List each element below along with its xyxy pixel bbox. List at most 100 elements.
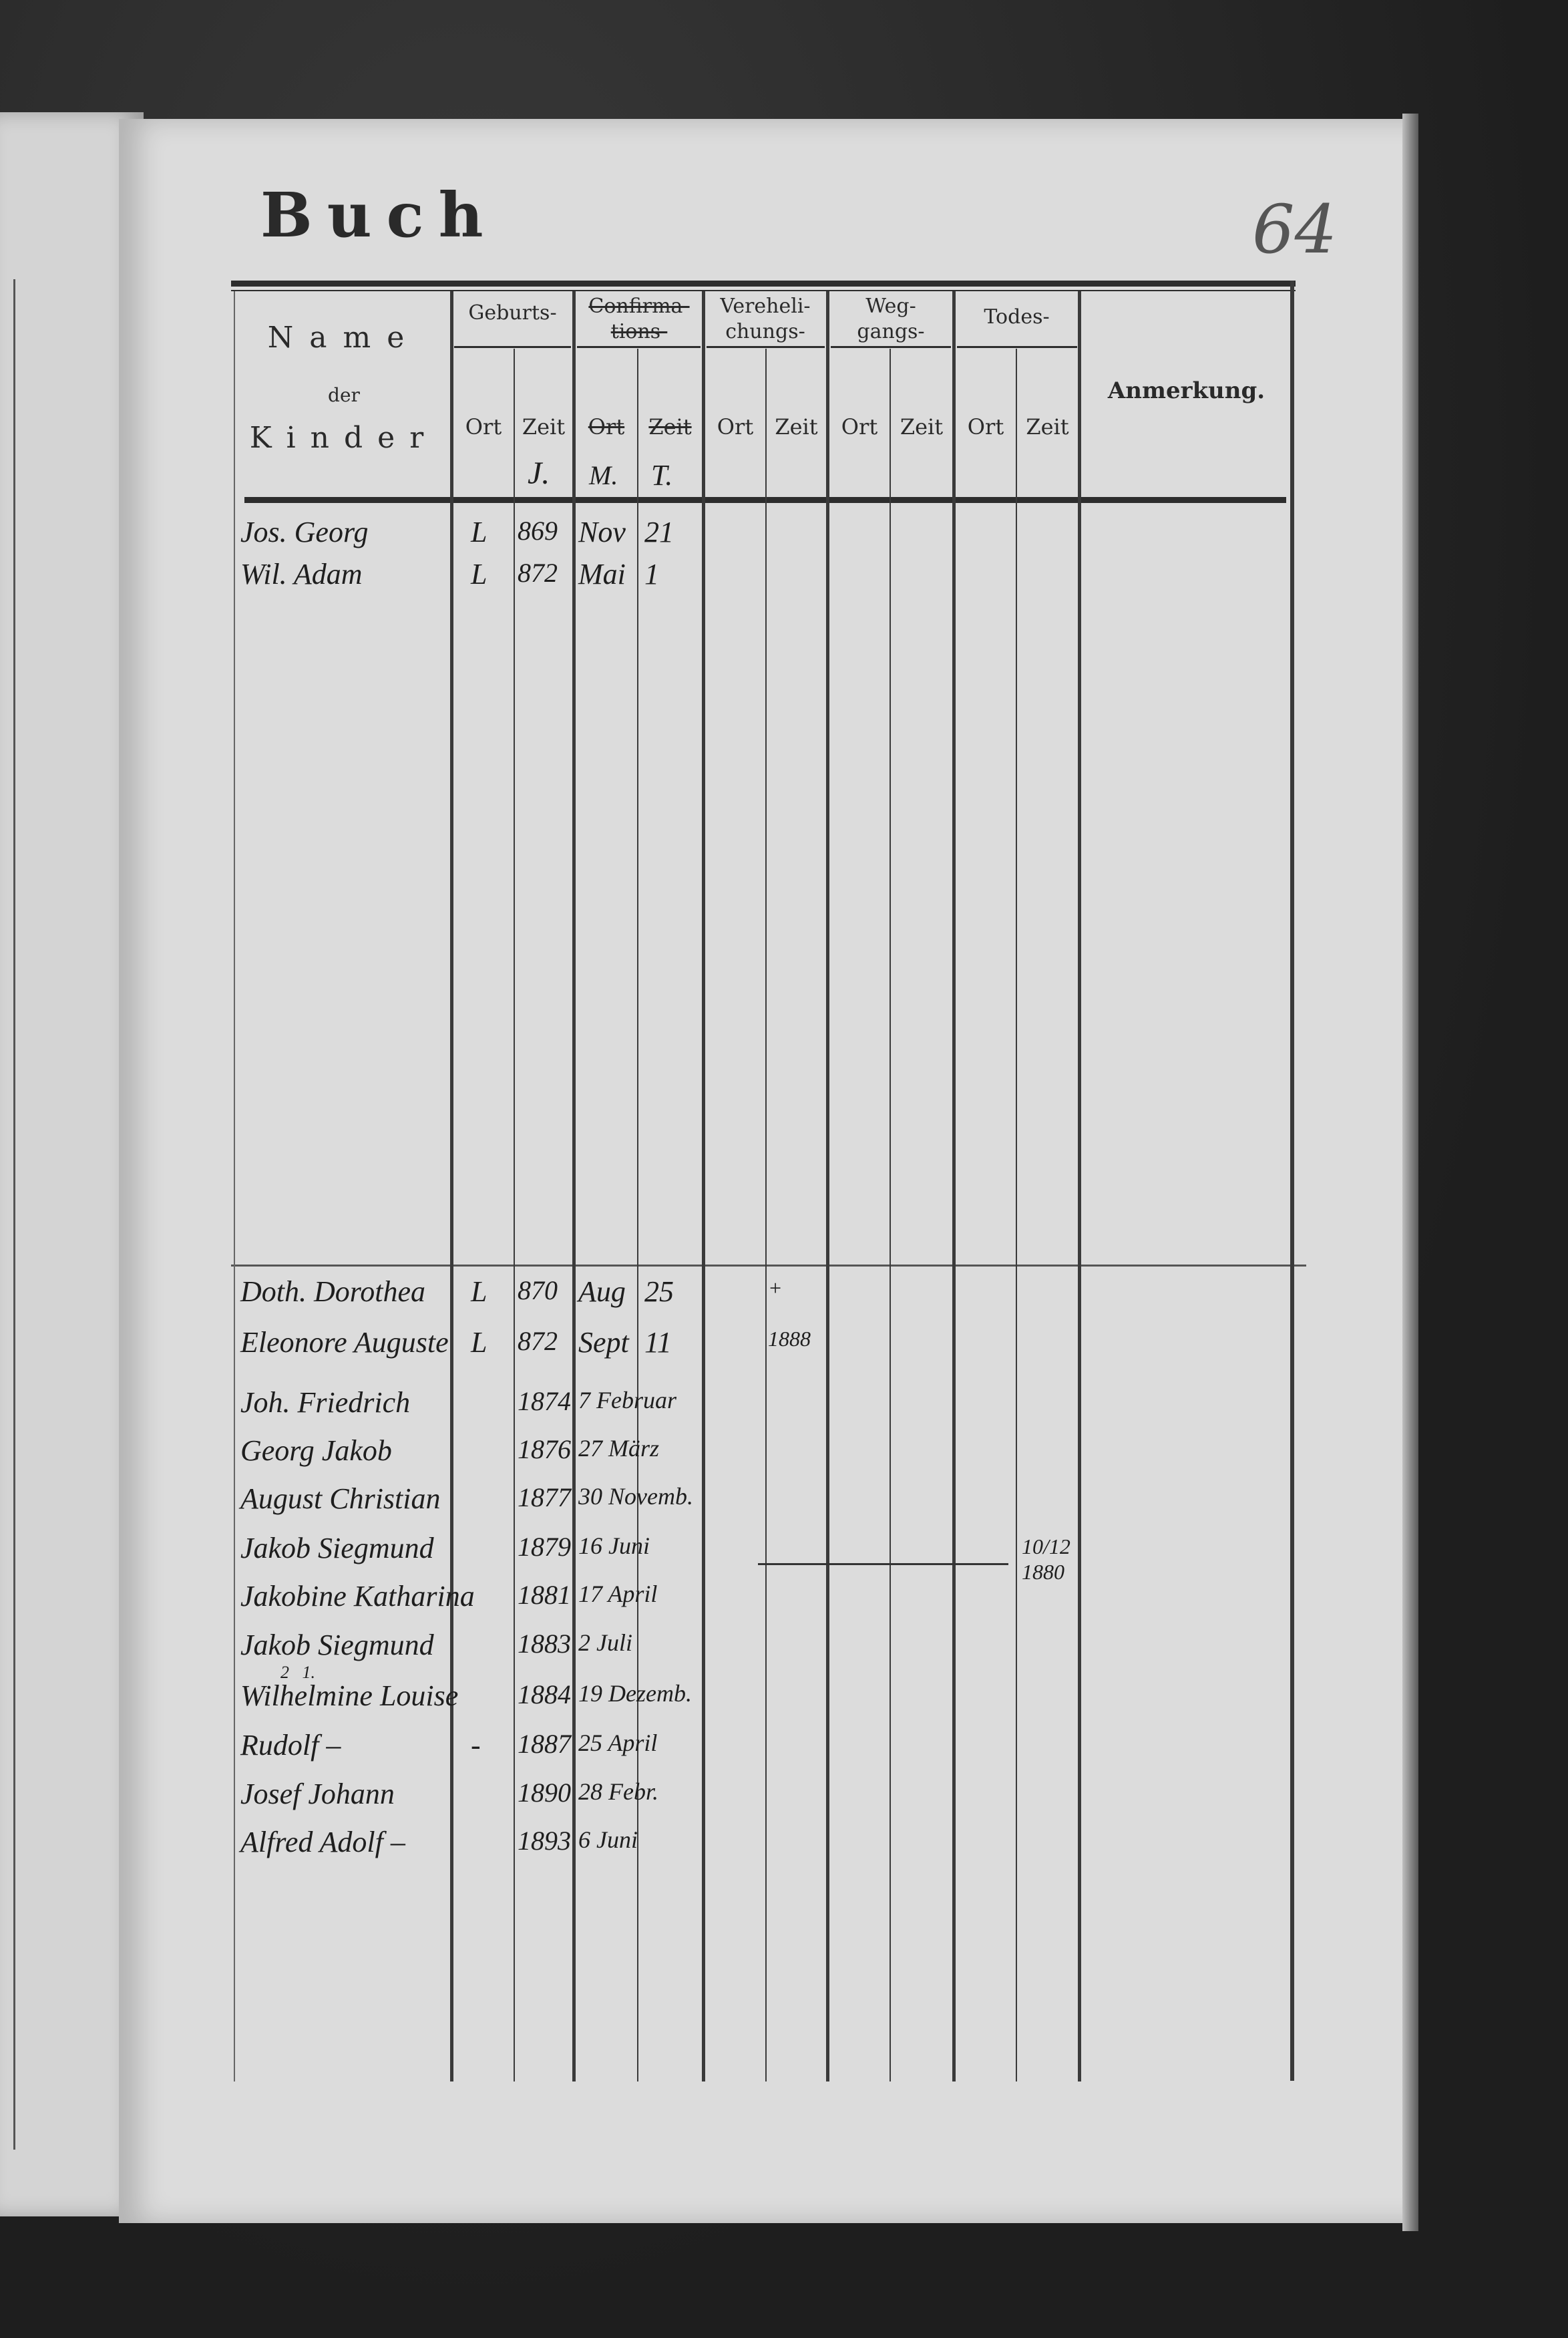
cell-name: Eleonore Auguste [240,1326,449,1359]
cell-birth-year: 1893 [518,1826,571,1856]
cell-conf-a: 6 Juni [578,1826,638,1853]
cell-name: Joh. Friedrich [240,1386,411,1419]
header-death: Todes- [984,305,1050,329]
cell-name: Alfred Adolf – [240,1826,405,1858]
marriage-sub-rule [707,346,825,348]
cell-birth-place: L [471,1275,487,1308]
cell-conf-a: Mai [578,558,626,591]
cell-conf-a: Aug [578,1275,626,1308]
cell-birth-place: L [471,1326,487,1359]
table-top-rule-thin [231,290,1296,291]
birth-time-note: J. [528,456,550,491]
group-divider-rule [231,1265,1306,1267]
folio-number: 64 [1252,190,1338,269]
header-marriage-time: Zeit [775,414,818,440]
cell-name: Jos. Georg [240,516,369,548]
cell-conf-a: 16 Juni [578,1532,650,1559]
right-page [119,119,1414,2223]
cell-birth-place: L [471,516,487,548]
birth-sub-rule [454,346,571,348]
cell-name: Jakob Siegmund [240,1629,434,1661]
column-rule [572,291,576,2081]
strike-line [758,1563,1008,1565]
cell-birth-place: - [471,1729,481,1762]
cell-birth-year: 1874 [518,1386,571,1416]
header-confirmation-time: Zeit [648,414,692,440]
cell-conf-b: 11 [644,1326,672,1359]
header-der: der [328,384,360,406]
cell-marriage-time: 1888 [768,1327,811,1351]
cell-name: Jakobine Katharina [240,1580,475,1613]
table-left-border [234,291,235,2081]
cell-conf-a: 2 Juli [578,1629,632,1656]
cell-conf-a: 28 Febr. [578,1778,658,1805]
header-birth: Geburts- [468,301,557,325]
cell-conf-b: 25 [644,1275,674,1308]
cell-conf-a: Sept [578,1326,629,1359]
cell-birth-year: 1890 [518,1778,571,1808]
page-title: Buch [260,179,498,251]
cell-conf-a: 27 März [578,1435,660,1462]
cell-conf-a: 19 Dezemb. [578,1680,692,1707]
header-marriage-place: Ort [717,414,754,440]
confirmation-day-note: T. [651,459,673,492]
cell-name: Josef Johann [240,1778,395,1810]
header-name: Name [267,321,421,355]
cell-name: Wil. Adam [240,558,363,591]
cell-name: Jakob Siegmund [240,1532,434,1564]
departure-sub-rule [831,346,951,348]
cell-birth-year: 1879 [518,1532,571,1562]
header-marriage-1: Vereheli- [720,295,811,318]
cell-name: Rudolf – [240,1729,341,1762]
header-death-place: Ort [967,414,1004,440]
page-edge [1402,114,1418,2231]
cell-birth-year: 869 [518,516,558,546]
table-top-rule [231,281,1296,287]
death-sub-rule [957,346,1077,348]
column-rule [702,291,705,2081]
cell-marriage-time: + [768,1276,783,1300]
header-departure-1: Weg- [865,295,916,318]
column-rule-thin [765,349,767,2081]
header-departure-2: gangs- [857,320,925,343]
column-rule [952,291,956,2081]
column-rule [826,291,829,2081]
cell-birth-year: 1877 [518,1482,571,1512]
cell-birth-year: 872 [518,1326,558,1356]
cell-conf-a: 17 April [578,1580,658,1607]
column-rule [1078,291,1081,2081]
cell-conf-b: 21 [644,516,674,548]
cell-conf-a: 25 April [578,1729,658,1756]
cell-birth-year: 1876 [518,1434,571,1464]
confirmation-month-note: M. [589,460,618,490]
table-right-border [1290,281,1294,2081]
header-birth-place: Ort [465,414,502,440]
header-remark: Anmerkung. [1107,377,1265,404]
header-departure-time: Zeit [900,414,944,440]
column-rule [450,291,453,2081]
cell-name: August Christian [240,1482,441,1515]
header-death-time: Zeit [1026,414,1069,440]
cell-birth-year: 1881 [518,1580,571,1610]
header-marriage-2: chungs- [725,320,805,343]
column-rule-thin [637,349,638,2081]
column-rule-thin [1016,349,1017,2081]
cell-conf-a: Nov [578,516,626,548]
header-kinder: Kinder [249,421,439,455]
cell-birth-year: 1883 [518,1629,571,1659]
cell-conf-b: 1 [644,558,659,591]
header-birth-time: Zeit [522,414,566,440]
header-confirmation-place: Ort [588,414,625,440]
header-confirmation-1: Confirma- [588,295,690,318]
cell-conf-a: 7 Februar [578,1387,676,1413]
header-departure-place: Ort [841,414,878,440]
left-page-rule [13,279,15,2150]
column-rule-thin [890,349,891,2081]
cell-birth-year: 870 [518,1275,558,1305]
header-confirmation-2: tions- [610,320,668,343]
cell-birth-year: 1884 [518,1679,571,1709]
name-order-marks: 2 1. [280,1663,315,1682]
cell-name: Doth. Dorothea [240,1275,426,1308]
cell-name: Wilhelmine Louise [240,1679,459,1712]
cell-birth-year: 872 [518,558,558,588]
